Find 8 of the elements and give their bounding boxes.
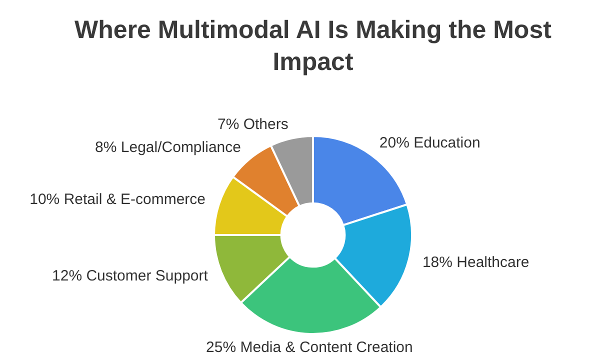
chart-title: Where Multimodal AI Is Making the Most Impact <box>74 15 552 78</box>
slice-label: 25% Media & Content Creation <box>206 339 413 356</box>
slice-label: 7% Others <box>217 116 288 133</box>
slice-label: 10% Retail & E-commerce <box>30 191 206 208</box>
slice-label: 12% Customer Support <box>52 268 209 285</box>
slice-label: 20% Education <box>379 134 480 152</box>
slice-label: 18% Healthcare <box>422 254 530 272</box>
slice-label: 8% Legal/Compliance <box>95 139 241 156</box>
